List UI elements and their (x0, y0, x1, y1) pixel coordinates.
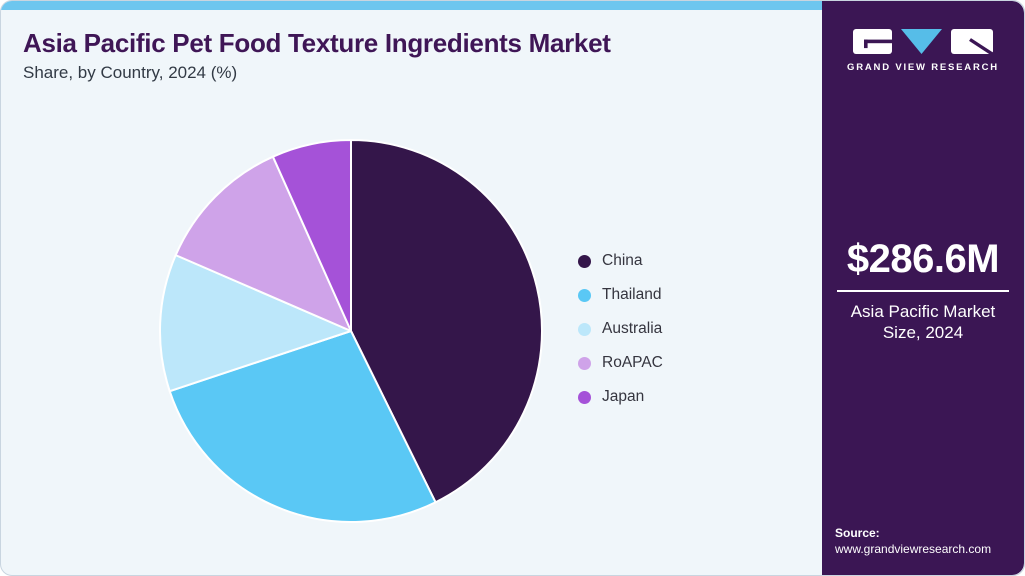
logo-letter-v (901, 29, 942, 54)
header: Asia Pacific Pet Food Texture Ingredient… (23, 29, 783, 83)
legend-label: RoAPAC (602, 354, 663, 371)
gvr-logo-icon (853, 29, 993, 55)
legend-label: Thailand (602, 286, 662, 303)
legend-item-roapac: RoAPAC (578, 351, 663, 375)
legend-label: Japan (602, 388, 645, 405)
legend-swatch (578, 254, 591, 268)
legend-swatch (578, 356, 591, 370)
sidebar: GRAND VIEW RESEARCH $286.6M Asia Pacific… (822, 1, 1024, 575)
pie-slice-roapac (174, 155, 352, 332)
top-accent-bar (1, 1, 824, 10)
chart-subtitle: Share, by Country, 2024 (%) (23, 62, 238, 82)
legend-item-china: China (578, 249, 663, 273)
legend-swatch (578, 390, 591, 404)
logo-letter-g (853, 29, 892, 54)
pie-slice-china (350, 139, 543, 504)
legend-label: Australia (602, 320, 663, 337)
brand-logo: GRAND VIEW RESEARCH (822, 28, 1024, 73)
logo-letter-r (951, 29, 993, 55)
pie-slice-australia (159, 254, 352, 393)
source-block: Source: www.grandviewresearch.com (835, 525, 991, 557)
legend-swatch (578, 322, 591, 336)
pie-slice-japan (271, 139, 352, 332)
pie-chart (159, 139, 543, 523)
legend-label: China (602, 252, 643, 269)
market-size-label: Asia Pacific Market Size, 2024 (850, 302, 996, 343)
source-url: www.grandviewresearch.com (835, 541, 992, 556)
legend-item-australia: Australia (578, 317, 663, 341)
legend-item-japan: Japan (578, 385, 663, 409)
legend: China Thailand Australia RoAPAC Japan (578, 249, 663, 419)
market-size-value: $286.6M (846, 237, 1000, 281)
market-size-block: $286.6M Asia Pacific Market Size, 2024 (822, 237, 1024, 344)
legend-item-thailand: Thailand (578, 283, 663, 307)
source-label: Source: (835, 525, 880, 540)
legend-swatch (578, 288, 591, 302)
chart-panel: Asia Pacific Pet Food Texture Ingredient… (1, 1, 824, 575)
brand-name: GRAND VIEW RESEARCH (847, 62, 999, 73)
pie-slice-thailand (168, 330, 437, 523)
stat-divider (837, 290, 1009, 292)
chart-title: Asia Pacific Pet Food Texture Ingredient… (23, 28, 611, 58)
